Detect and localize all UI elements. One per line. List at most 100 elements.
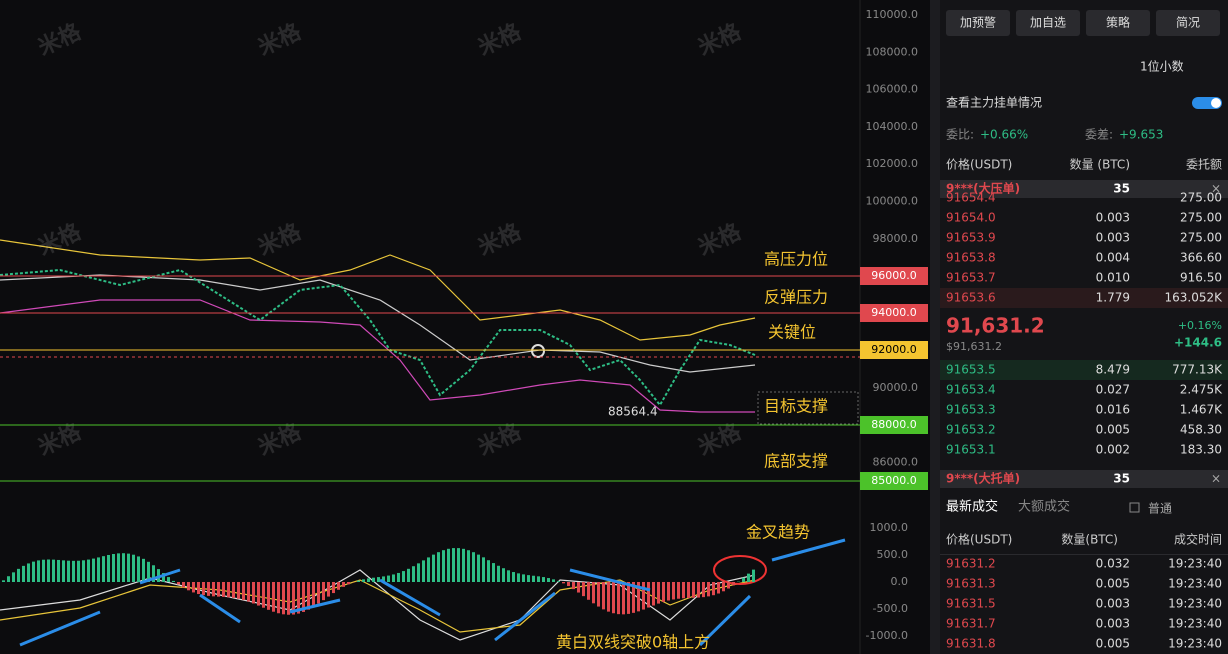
filter[interactable]: 普通: [1148, 502, 1172, 516]
toolbar-button[interactable]: [1016, 10, 1080, 36]
row-cell: 91653.5: [946, 363, 996, 377]
last-usd: $91,631.2: [946, 340, 1002, 353]
row-cell: 163.052K: [1165, 291, 1224, 305]
row-cell: 275.00: [1180, 211, 1222, 225]
histogram-bar: [627, 582, 630, 614]
level-price: 85000.0: [871, 474, 917, 487]
histogram-bar: [392, 574, 395, 582]
book-header: 委托额: [1186, 158, 1222, 172]
toolbar-button[interactable]: [1086, 10, 1150, 36]
row-cell: 366.60: [1180, 251, 1222, 265]
toolbar-button[interactable]: [1156, 10, 1220, 36]
tab[interactable]: 大额成交: [1018, 499, 1070, 515]
indicators: [0, 239, 767, 641]
histogram-bar: [92, 558, 95, 582]
histogram-bar: [112, 553, 115, 582]
histogram-bar: [332, 582, 335, 594]
histogram-bar: [277, 582, 280, 614]
histogram-bar: [407, 568, 410, 582]
histogram-bar: [702, 582, 705, 598]
histogram-bar: [497, 565, 500, 582]
toolbar-label[interactable]: 简况: [1176, 16, 1200, 30]
row-cell: 91653.4: [946, 383, 996, 397]
ratio-value: +0.66%: [980, 128, 1028, 142]
histogram-bar: [452, 548, 455, 582]
chart-bg: [0, 0, 930, 654]
trade-cell: 0.003: [1096, 597, 1130, 611]
histogram-bar: [262, 582, 265, 608]
histogram-bar: [637, 582, 640, 612]
price-candles: [0, 268, 756, 407]
y-tick-label: 86000.0: [873, 456, 919, 469]
row-cell: 0.003: [1096, 211, 1130, 225]
row-cell: 91653.9: [946, 231, 996, 245]
histogram-bar: [212, 582, 215, 597]
row-cell: 0.010: [1096, 271, 1130, 285]
histogram-bar: [492, 563, 495, 582]
histogram-bar: [592, 582, 595, 604]
histogram-bar: [167, 577, 170, 582]
row-cell: 916.50: [1180, 271, 1222, 285]
y-tick-label: 110000.0: [866, 8, 919, 21]
arrow: [569, 568, 651, 592]
histogram-bar: [647, 582, 650, 608]
diff-label: 委差:: [1085, 128, 1113, 142]
histogram-bar: [602, 582, 605, 610]
ratio-label: 委比:: [946, 128, 974, 142]
checkbox[interactable]: [1129, 502, 1140, 513]
tab-active[interactable]: 最新成交: [946, 499, 998, 515]
big-order-qty: 35: [1113, 472, 1130, 486]
row-cell: 0.003: [1096, 231, 1130, 245]
macd-tick-label: 1000.0: [870, 521, 909, 534]
decimals[interactable]: 1位小数: [1140, 59, 1184, 74]
histogram-bar: [577, 582, 580, 593]
macd-note: 黄白双线突破0轴上方: [556, 633, 710, 652]
toolbar-button[interactable]: [946, 10, 1010, 36]
bid-big-bg: [940, 470, 1228, 488]
histogram-bar: [512, 572, 515, 582]
histogram-bar: [97, 557, 100, 582]
histogram-bar: [72, 560, 75, 582]
macd-dea: [0, 579, 756, 633]
histogram-bar: [377, 577, 380, 582]
row-cell: 91653.1: [946, 443, 996, 457]
histogram-bar: [687, 582, 690, 598]
y-tick-label: 90000.0: [873, 381, 919, 394]
toolbar-label[interactable]: 加预警: [960, 15, 996, 30]
arrow: [494, 591, 556, 642]
histogram-bar: [682, 582, 685, 599]
histogram-bar: [357, 580, 360, 582]
histogram-bar: [742, 577, 745, 582]
row-cell: 1.467K: [1180, 403, 1223, 417]
histogram-bar: [347, 582, 350, 585]
arrow: [19, 610, 101, 647]
row-highlight: [940, 288, 1228, 308]
histogram-bar: [62, 560, 65, 582]
histogram-bar: [27, 563, 30, 582]
depth-link[interactable]: 查看主力挂单情况: [946, 96, 1042, 110]
row-cell: 91653.7: [946, 271, 996, 285]
macd-tick-label: -500.0: [873, 602, 908, 615]
histogram-bar: [197, 582, 200, 595]
row-cell: 1.779: [1096, 291, 1130, 305]
big-order-label: 9***(大压单): [946, 181, 1020, 196]
arrow: [379, 578, 441, 617]
histogram-bar: [287, 582, 290, 615]
big-order-label: 9***(大托单): [946, 471, 1020, 486]
histogram-bar: [102, 556, 105, 582]
trade-cell: 91631.2: [946, 557, 996, 571]
row-cell: 91654.4: [946, 191, 996, 205]
level-note: 底部支撑: [764, 452, 828, 471]
sep: [940, 554, 1228, 555]
boll-mid: [0, 274, 756, 373]
histogram-bar: [87, 559, 90, 582]
toolbar-label[interactable]: 策略: [1106, 15, 1130, 30]
histogram-bar: [562, 582, 565, 584]
close-x: ×: [1211, 472, 1221, 486]
histogram-bar: [467, 550, 470, 582]
trade-cell: 19:23:40: [1168, 617, 1222, 631]
histogram-bar: [2, 580, 5, 582]
histogram-bar: [132, 554, 135, 582]
toolbar-label[interactable]: 加自选: [1030, 16, 1066, 30]
histogram-bar: [292, 582, 295, 615]
